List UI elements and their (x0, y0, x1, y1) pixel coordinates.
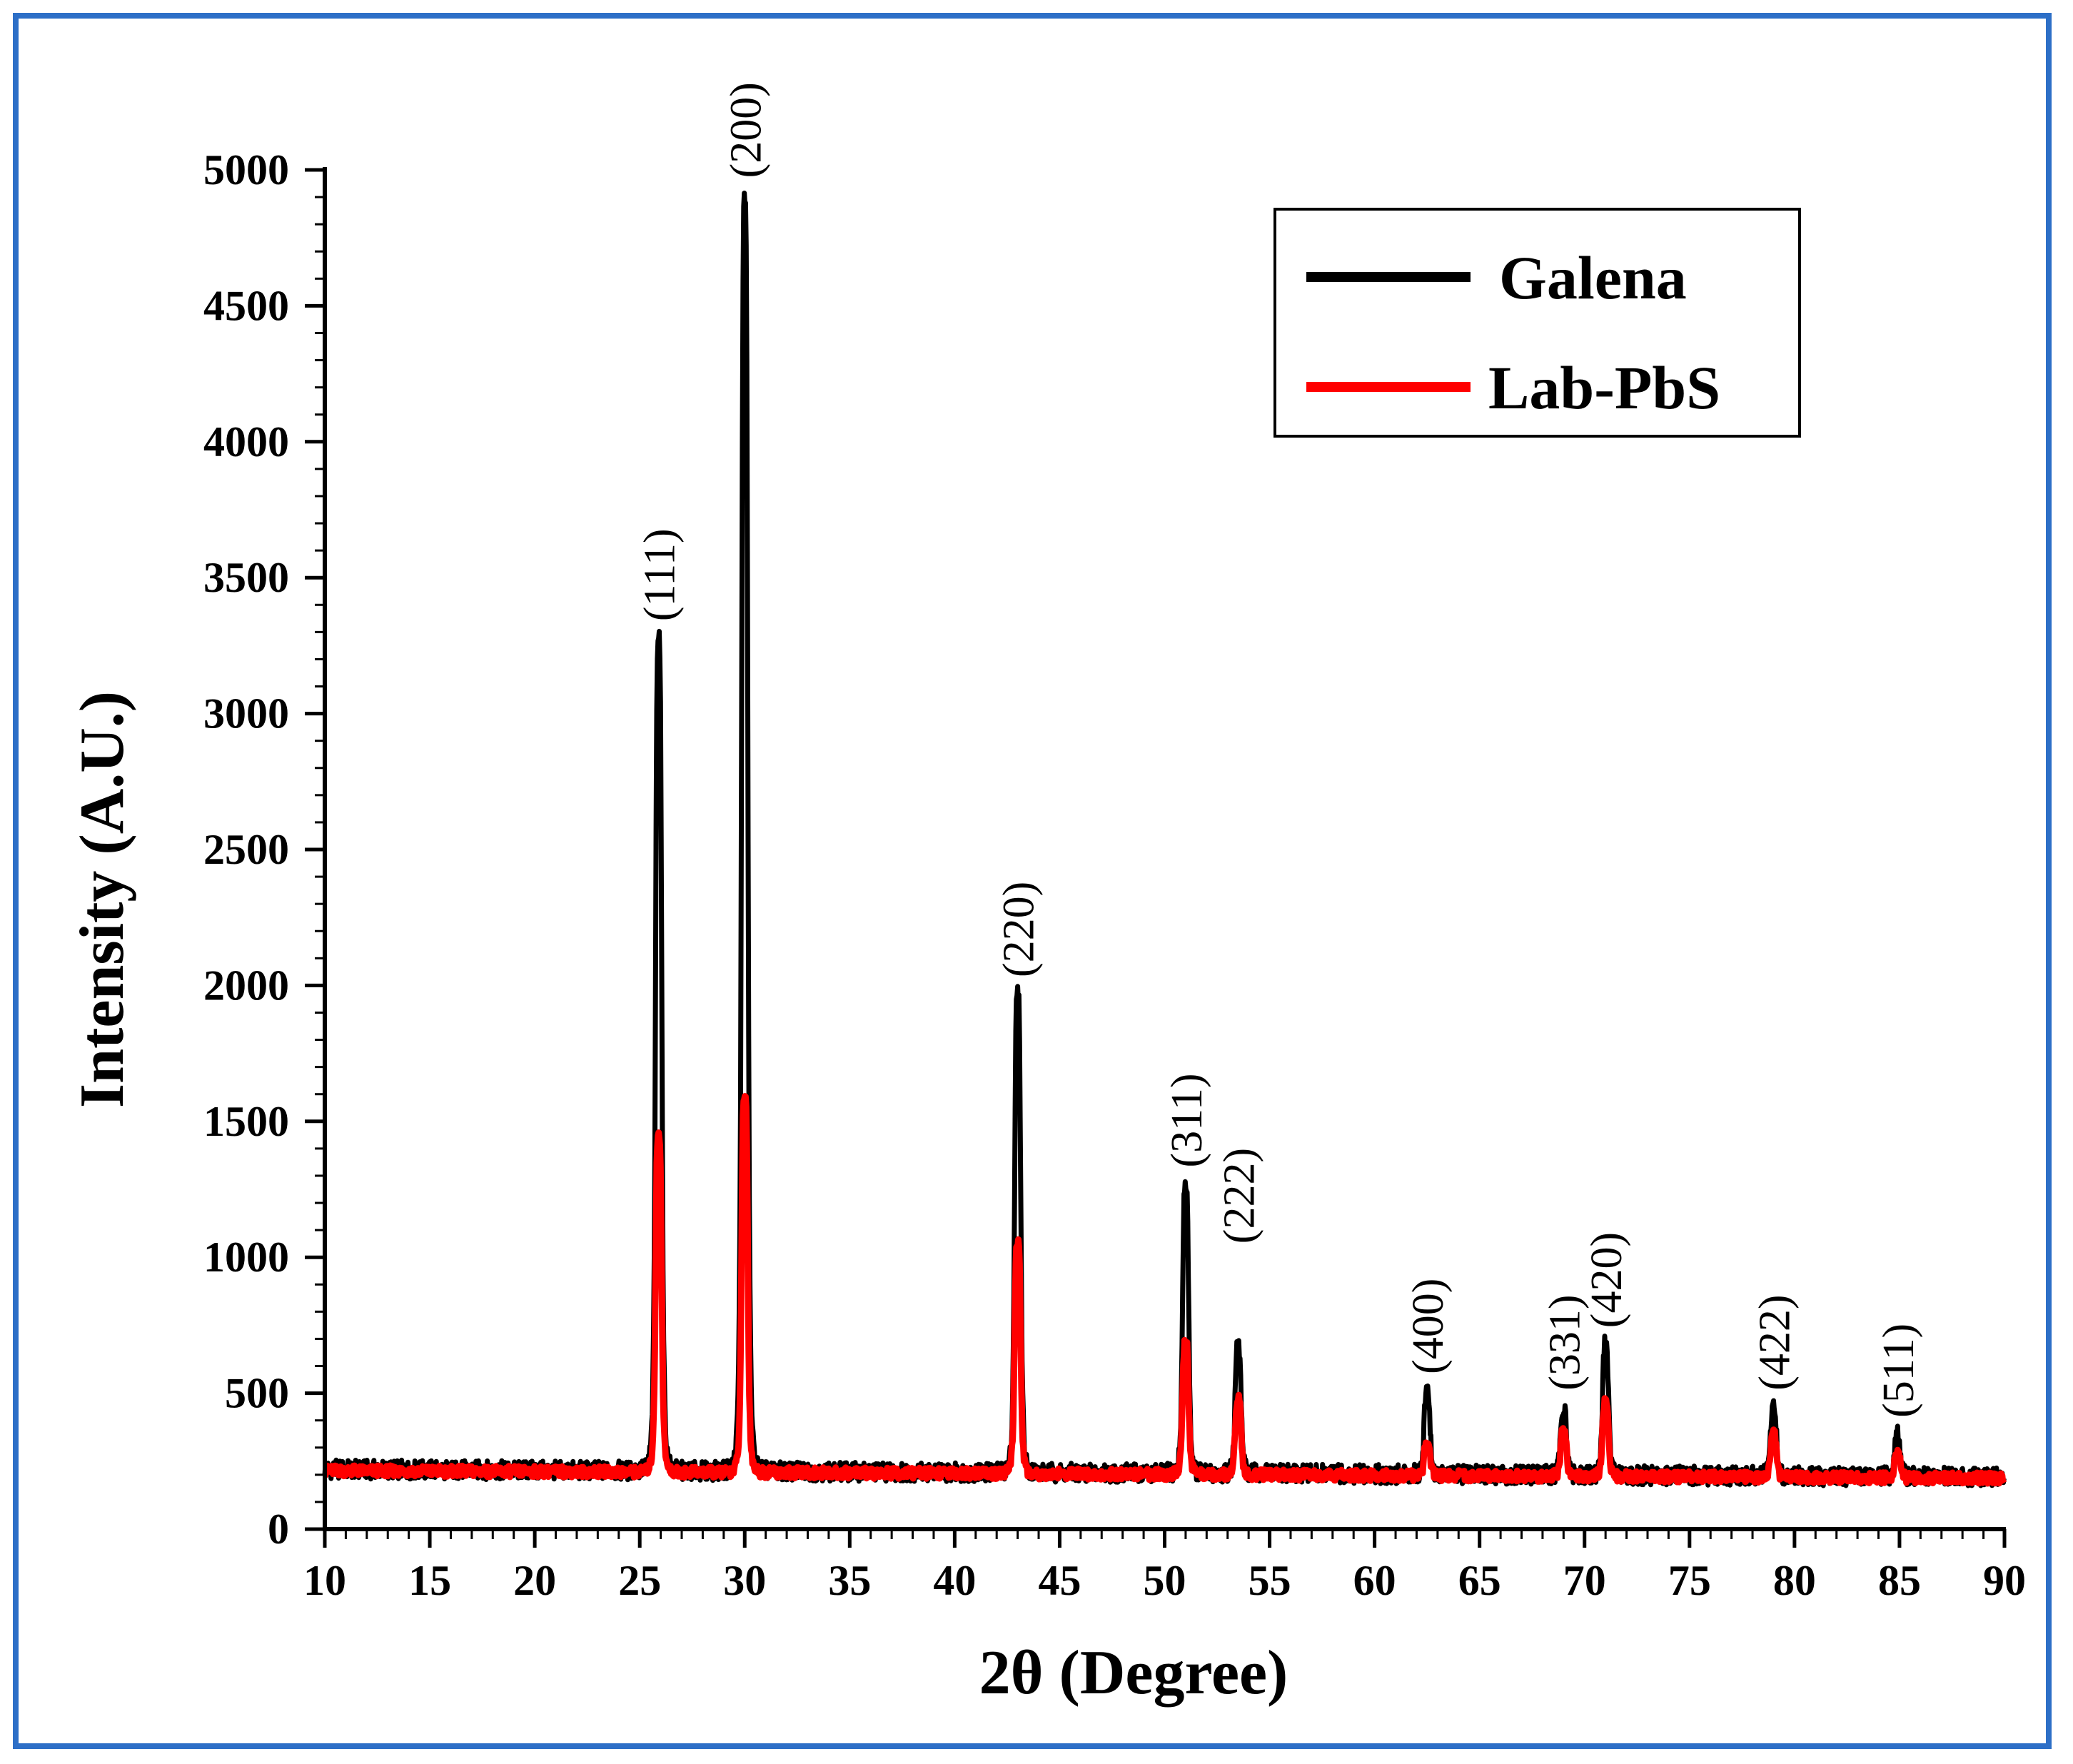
x-tick-label-25: 25 (618, 1557, 661, 1604)
x-tick-label-65: 65 (1458, 1557, 1501, 1604)
y-tick-label-1500: 1500 (203, 1098, 289, 1145)
peak-label-422: (422) (1751, 1295, 1800, 1391)
peak-label-111: (111) (636, 528, 685, 621)
y-tick-label-4500: 4500 (203, 282, 289, 329)
peak-label-511: (511) (1875, 1324, 1923, 1418)
x-tick-label-50: 50 (1144, 1557, 1186, 1604)
x-tick-label-30: 30 (723, 1557, 766, 1604)
y-tick-label-3000: 3000 (203, 690, 289, 737)
y-tick-label-2500: 2500 (203, 826, 289, 873)
y-tick-label-5000: 5000 (203, 146, 289, 193)
legend-label-galena: Galena (1499, 243, 1687, 312)
x-tick-label-40: 40 (933, 1557, 976, 1604)
series-layer (322, 191, 2007, 1488)
x-tick-label-85: 85 (1878, 1557, 1921, 1604)
y-tick-label-500: 500 (225, 1370, 289, 1417)
x-tick-label-80: 80 (1773, 1557, 1816, 1604)
x-axis-title: 2θ (Degree) (979, 1638, 1288, 1708)
x-tick-label-75: 75 (1668, 1557, 1711, 1604)
legend-box (1273, 208, 1801, 438)
peak-label-222: (222) (1215, 1148, 1264, 1244)
y-tick-label-3500: 3500 (203, 554, 289, 601)
x-tick-label-35: 35 (828, 1557, 871, 1604)
peak-label-400: (400) (1404, 1279, 1453, 1374)
x-tick-label-90: 90 (1983, 1557, 2026, 1604)
x-tick-label-55: 55 (1249, 1557, 1291, 1604)
peak-label-420: (420) (1583, 1232, 1631, 1328)
legend-label-lab-pbs: Lab-PbS (1488, 353, 1720, 422)
y-tick-label-0: 0 (268, 1506, 289, 1553)
x-tick-label-70: 70 (1563, 1557, 1606, 1604)
x-tick-label-20: 20 (513, 1557, 556, 1604)
peak-label-331: (331) (1540, 1295, 1589, 1391)
legend: Galena Lab-PbS (1273, 208, 1801, 438)
y-tick-label-1000: 1000 (203, 1234, 289, 1281)
x-tick-label-45: 45 (1038, 1557, 1081, 1604)
annotation-layer: (111) (200) (220) (311)(222) (400) (331)(420)… (636, 82, 1923, 1418)
axes-layer: 10 15 20 25 30 35 40 45 50 55 60 65 70 75 80 85 90 0 500 10… (203, 146, 2026, 1604)
x-tick-label-15: 15 (408, 1557, 451, 1604)
peak-label-220: (220) (995, 882, 1044, 977)
series-line-lab-pbs (322, 1093, 2007, 1487)
x-tick-label-60: 60 (1353, 1557, 1396, 1604)
peak-label-311: (311) (1163, 1074, 1211, 1168)
y-tick-label-4000: 4000 (203, 418, 289, 465)
y-axis-title: Intensity (A.U.) (68, 691, 137, 1108)
y-tick-label-2000: 2000 (203, 962, 289, 1009)
x-tick-label-10: 10 (303, 1557, 346, 1604)
peak-label-200: (200) (722, 82, 770, 178)
